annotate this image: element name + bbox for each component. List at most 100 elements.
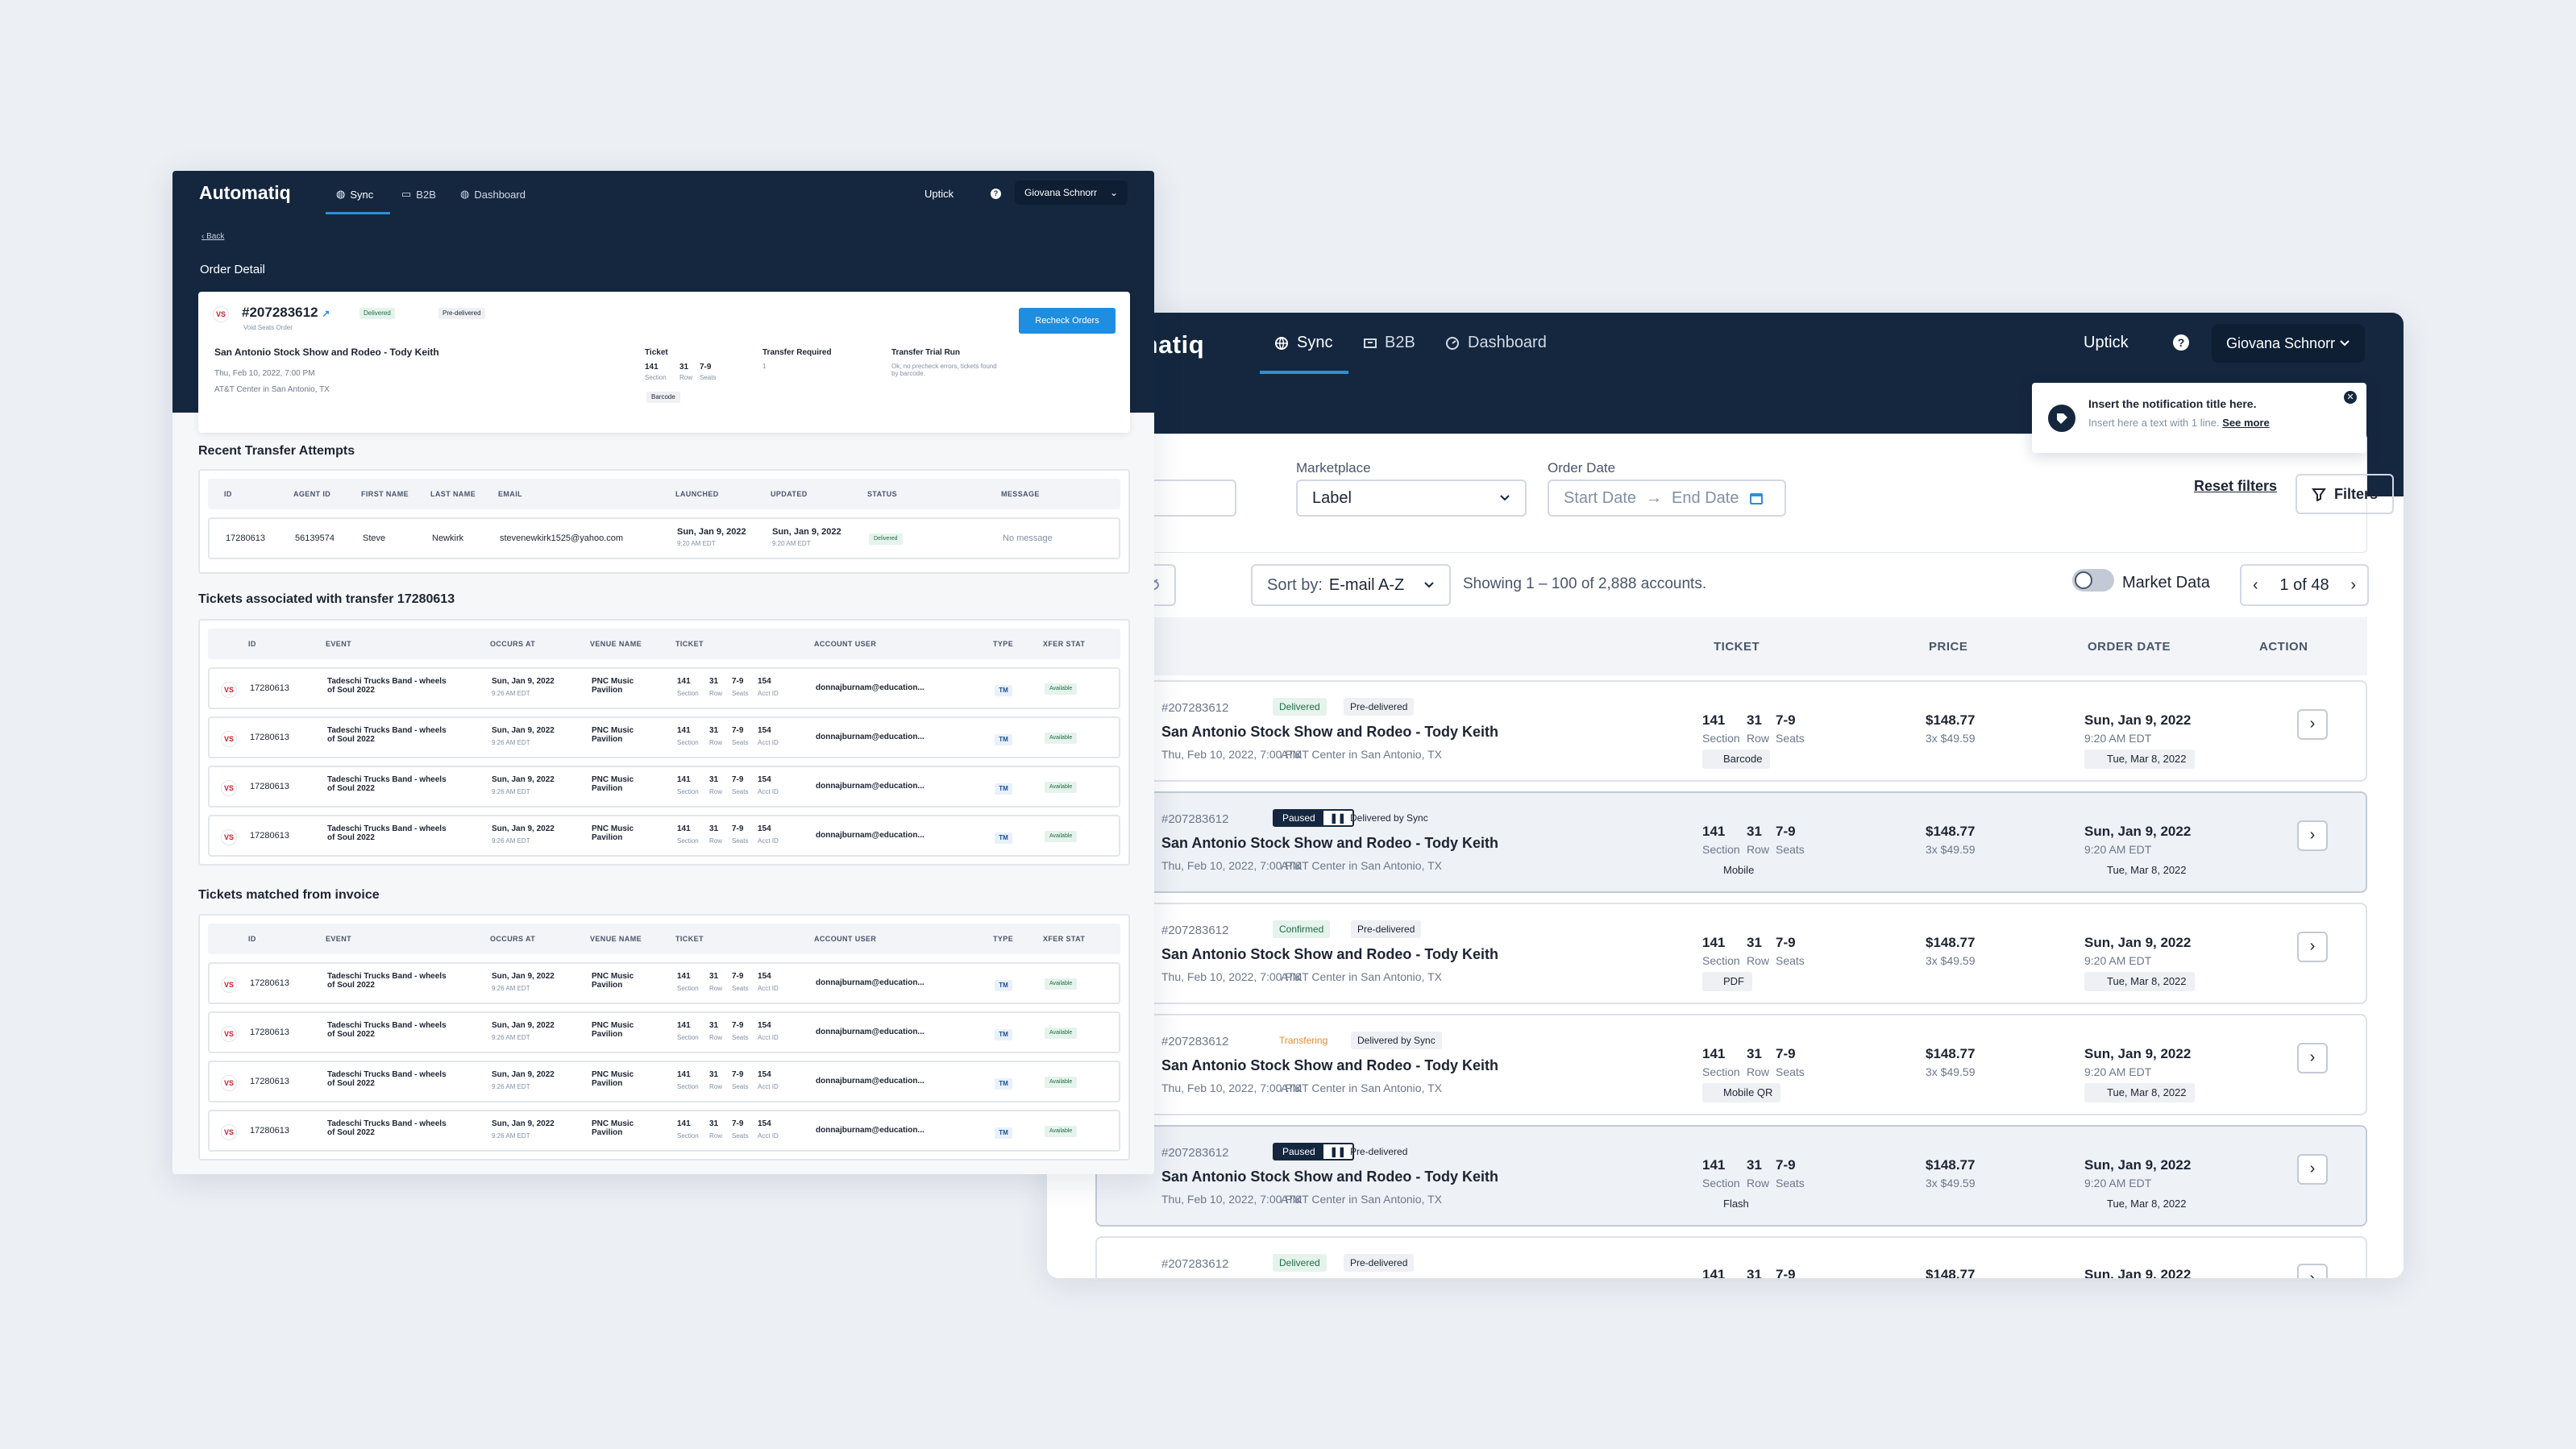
table-row[interactable]: VS 17280613 Tadeschi Trucks Band - wheel…	[208, 1061, 1120, 1102]
acct-label: Acct ID	[758, 1034, 779, 1041]
xfer-status-badge: Available	[1045, 978, 1078, 990]
paused-toggle[interactable]: Paused ❚❚	[1273, 809, 1354, 827]
date-range-picker[interactable]: Start Date → End Date	[1548, 480, 1786, 517]
ticket-id: 17280613	[250, 1126, 289, 1136]
price-each: 3x $49.59	[1926, 732, 1976, 745]
event-logo: VS	[221, 977, 237, 993]
price: $148.77	[1926, 1157, 1976, 1173]
paused-toggle[interactable]: Paused ❚❚	[1273, 1143, 1354, 1160]
ship-date: Tue, Mar 8, 2022	[2084, 749, 2195, 769]
table-row[interactable]: VS 17280613 Tadeschi Trucks Band - wheel…	[208, 766, 1120, 808]
recent-attempts-table: ID AGENT ID FIRST NAME LAST NAME EMAIL L…	[198, 469, 1130, 574]
external-link-icon[interactable]: ↗	[322, 308, 330, 319]
table-row[interactable]: VS 17280613 Tadeschi Trucks Band - wheel…	[208, 716, 1120, 758]
reset-filters-link[interactable]: Reset filters	[2194, 478, 2278, 494]
table-row[interactable]: VS 17280613 Tadeschi Trucks Band - wheel…	[208, 1110, 1120, 1152]
uptick-link[interactable]: Uptick	[2084, 334, 2129, 351]
order-id-link[interactable]: #207283612	[1161, 1035, 1229, 1048]
recent-attempts-title: Recent Transfer Attempts	[198, 444, 355, 458]
next-page-icon[interactable]: ›	[2350, 575, 2356, 594]
dashboard-icon	[1445, 336, 1460, 351]
user-menu[interactable]: Giovana Schnorr	[2212, 324, 2365, 363]
row-action-button[interactable]: ›	[2297, 1043, 2328, 1073]
filters-button[interactable]: Filters	[2296, 474, 2394, 514]
recheck-orders-button[interactable]: Recheck Orders	[1019, 308, 1116, 334]
nav-dashboard[interactable]: ◍ Dashboard	[460, 188, 526, 201]
col-price-header: PRICE	[1929, 640, 1968, 654]
account-user: donnajburnam@education...	[816, 1126, 924, 1135]
order-row[interactable]: #207283612 Paused ❚❚ Delivered by Sync Sa…	[1095, 791, 2367, 893]
logo[interactable]: Automatiq	[199, 182, 291, 203]
order-time: 9:20 AM EDT	[2084, 732, 2152, 745]
table-row[interactable]: VS 17280613 Tadeschi Trucks Band - wheel…	[208, 815, 1120, 857]
section-value: 141	[677, 1021, 691, 1030]
start-date-field[interactable]: Start Date	[1564, 488, 1637, 507]
row-action-button[interactable]: ›	[2297, 1154, 2328, 1185]
table-row[interactable]: 17280613 56139574 Steve Newkirk stevenew…	[208, 517, 1120, 559]
order-row[interactable]: #207283612 Delivered Pre-delivered San A…	[1095, 680, 2367, 782]
results-count: Showing 1 – 100 of 2,888 accounts.	[1463, 575, 1707, 592]
acct-label: Acct ID	[758, 739, 779, 746]
nav-sync[interactable]: ◍ Sync	[336, 188, 373, 201]
row-action-button[interactable]: ›	[2297, 820, 2328, 851]
row-value: 31	[709, 775, 719, 784]
order-row[interactable]: #207283612 Confirmed Pre-delivered San A…	[1095, 903, 2367, 1004]
marketplace-select[interactable]: Label	[1296, 480, 1527, 517]
event-logo: VS	[221, 829, 237, 845]
close-icon[interactable]: ✕	[2344, 391, 2357, 404]
order-id-link[interactable]: #207283612	[1161, 701, 1229, 715]
uptick-link[interactable]: Uptick	[924, 188, 954, 200]
end-date-field[interactable]: End Date	[1672, 488, 1739, 507]
market-data-toggle[interactable]	[2072, 569, 2114, 592]
order-row[interactable]: #207283612 Paused ❚❚ Pre-delivered San An…	[1095, 1125, 2367, 1227]
see-more-link[interactable]: See more	[2222, 417, 2270, 429]
acct-label: Acct ID	[758, 985, 779, 992]
ticket-icon	[1364, 338, 1377, 349]
table-header: ID EVENT OCCURS AT VENUE NAME TICKET ACC…	[208, 629, 1120, 659]
marketplace-label: Marketplace	[1296, 460, 1371, 475]
back-link[interactable]: ‹ Back	[202, 232, 225, 241]
order-time: 9:20 AM EDT	[2084, 1065, 2152, 1078]
event-name: San Antonio Stock Show and Rodeo - Tody …	[1161, 1057, 1498, 1073]
order-id-link[interactable]: #207283612	[1161, 924, 1229, 937]
section-value: 141	[677, 1119, 691, 1128]
account-user: donnajburnam@education...	[816, 733, 924, 741]
table-row[interactable]: VS 17280613 Tadeschi Trucks Band - wheel…	[208, 667, 1120, 709]
updated-time: 9:20 AM EDT	[772, 540, 811, 547]
col-event: EVENT	[326, 935, 352, 943]
order-row[interactable]: #207283612 Transfering Delivered by Sync…	[1095, 1014, 2367, 1115]
order-time: 9:20 AM EDT	[2084, 954, 2152, 967]
nav-sync[interactable]: Sync	[1274, 334, 1332, 352]
row-label: Row	[679, 374, 693, 381]
prev-page-icon[interactable]: ‹	[2253, 575, 2258, 594]
xfer-status-badge: Available	[1045, 1028, 1078, 1039]
notification-title: Insert the notification title here.	[2088, 397, 2257, 410]
type-badge: TM	[995, 734, 1012, 745]
ship-date: Tue, Mar 8, 2022	[2084, 1083, 2195, 1102]
seats-value: 7-9	[732, 824, 744, 833]
calendar-icon[interactable]	[1748, 490, 1764, 506]
order-id-link[interactable]: #207283612	[1161, 1257, 1229, 1271]
nav-b2b[interactable]: B2B	[1364, 334, 1415, 352]
section-label: Section	[1702, 954, 1740, 967]
row-value: 31	[1747, 1267, 1762, 1278]
order-row[interactable]: #207283612 Delivered Pre-delivered 141 3…	[1095, 1236, 2367, 1278]
nav-b2b-label: B2B	[416, 188, 436, 201]
help-icon[interactable]: ?	[2173, 334, 2189, 351]
row-action-button[interactable]: ›	[2297, 709, 2328, 740]
status-badge: Paused	[1282, 1146, 1315, 1157]
order-id-link[interactable]: #207283612	[1161, 1146, 1229, 1160]
row-action-button[interactable]: ›	[2297, 932, 2328, 962]
nav-b2b[interactable]: ▭ B2B	[401, 188, 436, 201]
order-id-link[interactable]: #207283612	[1161, 812, 1229, 826]
col-event: EVENT	[326, 640, 352, 648]
table-row[interactable]: VS 17280613 Tadeschi Trucks Band - wheel…	[208, 1011, 1120, 1053]
nav-dashboard[interactable]: Dashboard	[1445, 334, 1547, 352]
user-menu[interactable]: Giovana Schnorr ⌄	[1015, 181, 1128, 205]
sort-select[interactable]: Sort by: E-mail A-Z	[1251, 564, 1451, 606]
help-icon[interactable]: ?	[991, 189, 1001, 199]
price-each: 3x $49.59	[1926, 1177, 1976, 1190]
event-name: Tadeschi Trucks Band - wheels of Soul 20…	[327, 775, 447, 793]
row-action-button[interactable]: ›	[2297, 1264, 2328, 1278]
table-row[interactable]: VS 17280613 Tadeschi Trucks Band - wheel…	[208, 962, 1120, 1004]
